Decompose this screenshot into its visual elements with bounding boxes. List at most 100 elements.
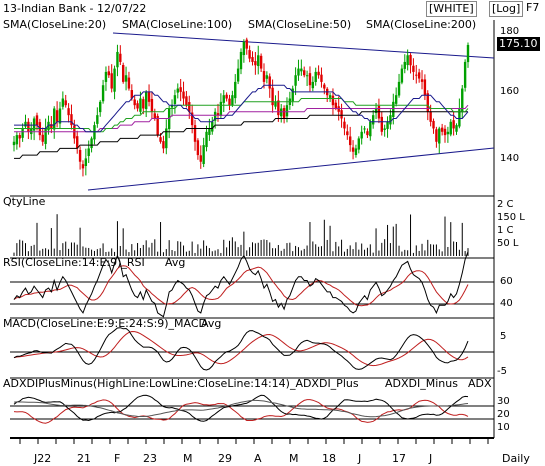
candle-up: [234, 81, 237, 99]
candle-up: [466, 44, 470, 63]
x-label-1: 21: [77, 452, 91, 465]
candle-down: [308, 73, 312, 86]
rsi-panel: [10, 251, 494, 318]
candle-up: [406, 55, 409, 66]
candle-up: [222, 95, 225, 103]
candle-up: [397, 81, 401, 96]
candle-up: [173, 95, 177, 104]
candle-down: [440, 127, 444, 132]
candle-up: [104, 71, 108, 82]
candle-down: [121, 65, 125, 82]
candle-down: [245, 39, 248, 49]
adx-label: ADX: [468, 377, 492, 390]
candle-up: [461, 88, 464, 112]
log-scale-button[interactable]: [Log]: [489, 1, 524, 17]
price-tick-180: 180: [500, 26, 519, 37]
candle-up: [389, 115, 392, 125]
candle-down: [76, 136, 79, 149]
candle-down: [254, 61, 257, 66]
candle-down: [136, 103, 139, 109]
candle-up: [297, 68, 300, 76]
candle-down: [282, 108, 286, 119]
candle-up: [21, 128, 24, 138]
candle-up: [449, 121, 452, 135]
x-label-6: A: [254, 452, 262, 465]
candle-down: [156, 115, 159, 136]
price-panel[interactable]: [12, 32, 495, 191]
candle-up: [96, 115, 99, 124]
candle-up: [170, 105, 174, 108]
candle-down: [452, 120, 455, 129]
candle-up: [311, 81, 315, 89]
candle-down: [127, 77, 131, 89]
theme-toggle-button[interactable]: [WHITE]: [426, 1, 477, 17]
candle-down: [262, 71, 266, 82]
x-label-11: J: [428, 452, 432, 465]
x-label-3: 23: [143, 452, 157, 465]
candle-down: [193, 125, 197, 142]
macd-panel: [10, 327, 494, 371]
candle-down: [277, 100, 280, 116]
rsi-tick-60: 60: [500, 276, 513, 287]
x-label-8: 18: [322, 452, 336, 465]
candle-down: [412, 65, 415, 72]
candle-down: [159, 137, 162, 142]
adx-line: [13, 399, 469, 418]
candle-down: [331, 95, 335, 106]
candle-up: [242, 41, 246, 56]
candle-down: [67, 108, 70, 116]
candle-up: [24, 121, 27, 127]
candle-up: [357, 138, 361, 150]
candle-down: [317, 71, 320, 76]
candle-down: [188, 102, 191, 112]
candle-up: [392, 101, 395, 117]
adx-panel: [10, 394, 494, 424]
candle-up: [363, 128, 366, 130]
candle-up: [213, 111, 217, 121]
sma200-line: [14, 111, 468, 159]
candle-up: [124, 75, 128, 82]
candle-down: [346, 131, 349, 136]
adx-title: ADXDIPlusMinus(HighLine:LowLine:CloseLin…: [3, 377, 359, 390]
macd-title: MACD(CloseLine:E:9:E:24:S:9)_MACD: [3, 317, 207, 330]
candle-down: [320, 74, 323, 82]
candle-up: [84, 158, 88, 167]
candle-down: [435, 129, 438, 142]
candle-up: [15, 135, 19, 145]
candle-down: [179, 87, 182, 92]
candle-up: [236, 68, 240, 82]
candle-down: [420, 79, 424, 82]
candle-up: [438, 128, 441, 144]
legend-sma100: SMA(CloseLine:100): [122, 18, 232, 31]
candle-down: [251, 57, 254, 62]
candle-up: [12, 141, 16, 146]
macd-tick-5: 5: [500, 331, 506, 342]
sma100-line: [14, 104, 469, 133]
candle-down: [432, 120, 435, 129]
upper-trend-line: [112, 32, 495, 59]
candle-down: [303, 70, 306, 76]
shortcut-key-label: F7: [526, 1, 540, 14]
vol-tick-2: 1 C: [497, 225, 514, 236]
candle-down: [323, 84, 326, 89]
candle-down: [415, 74, 418, 76]
candle-down: [70, 114, 73, 126]
vol-tick-3: 50 L: [497, 238, 519, 249]
candle-up: [87, 148, 90, 157]
candle-up: [394, 95, 398, 104]
candle-down: [228, 98, 231, 106]
candle-down: [337, 106, 340, 112]
candle-up: [58, 108, 62, 124]
candle-up: [458, 108, 461, 127]
candle-up: [165, 128, 168, 149]
candle-up: [144, 91, 148, 110]
candle-down: [199, 155, 202, 162]
candle-down: [185, 96, 188, 106]
candle-up: [30, 128, 33, 135]
sma50-line: [14, 98, 469, 133]
candle-down: [50, 124, 53, 129]
candle-up: [463, 61, 467, 88]
candle-down: [41, 134, 44, 142]
volume-panel: [13, 214, 469, 256]
